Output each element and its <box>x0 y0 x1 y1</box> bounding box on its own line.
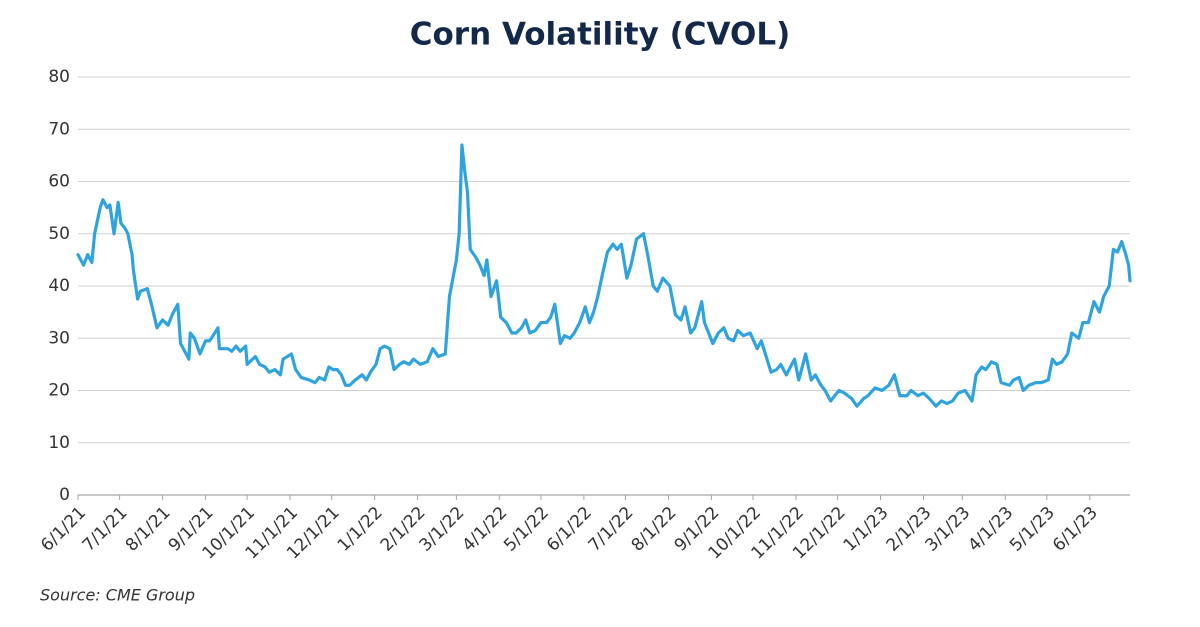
y-tick-label: 80 <box>48 67 70 87</box>
x-tick-label: 6/1/23 <box>1049 503 1102 556</box>
x-tick-label: 3/1/23 <box>921 503 974 556</box>
x-tick-label: 7/1/21 <box>79 503 132 556</box>
x-tick-label: 8/1/21 <box>122 503 175 556</box>
y-tick-label: 60 <box>48 172 70 192</box>
x-tick-label: 6/1/21 <box>37 503 90 556</box>
x-tick-label: 1/1/23 <box>840 503 893 556</box>
source-note: Source: CME Group <box>40 586 195 605</box>
data-line <box>76 143 1132 408</box>
chart-title: Corn Volatility (CVOL) <box>410 17 791 53</box>
x-tick-label: 6/1/22 <box>543 503 596 556</box>
x-tick-label: 1/1/22 <box>334 503 387 556</box>
x-tick-label: 5/1/23 <box>1006 503 1059 556</box>
y-tick-label: 40 <box>48 276 70 296</box>
y-tick-label: 70 <box>48 119 70 139</box>
y-tick-label: 20 <box>48 381 70 401</box>
x-tick-label: 4/1/22 <box>459 503 512 556</box>
x-tick-label: 4/1/23 <box>964 503 1017 556</box>
y-tick-label: 30 <box>48 328 70 348</box>
y-tick-label: 50 <box>48 224 70 244</box>
y-tick-label: 0 <box>59 485 70 505</box>
x-tick-label: 7/1/22 <box>585 503 638 556</box>
x-tick-label: 3/1/22 <box>416 503 469 556</box>
y-tick-label: 10 <box>48 433 70 453</box>
x-tick-label: 8/1/22 <box>628 503 681 556</box>
x-tick-label: 5/1/22 <box>500 503 553 556</box>
